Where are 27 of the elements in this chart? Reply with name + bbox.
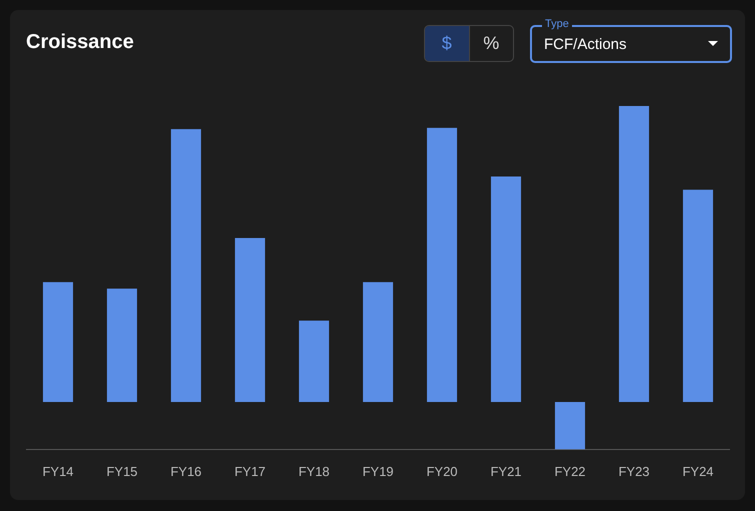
text: Type <box>542 18 572 30</box>
text: % <box>468 26 513 61</box>
x-tick-label: FY16 <box>170 464 202 479</box>
x-tick-label: FY23 <box>618 464 650 479</box>
chart-title: Croissance <box>26 31 134 54</box>
x-tick-label: FY22 <box>554 464 586 479</box>
bar <box>490 176 522 402</box>
x-tick-label: FY18 <box>298 464 330 479</box>
bar <box>234 238 266 402</box>
bar <box>426 128 458 402</box>
bar <box>362 282 394 402</box>
bar <box>554 402 586 450</box>
x-tick-label: FY15 <box>106 464 138 479</box>
bar <box>618 106 650 402</box>
x-tick-label: FY17 <box>234 464 266 479</box>
bar <box>682 190 714 402</box>
text: $ <box>425 26 468 61</box>
x-tick-label: FY20 <box>426 464 458 479</box>
bar <box>298 320 330 402</box>
bar <box>106 288 138 402</box>
text: FCF/Actions <box>544 36 627 53</box>
x-tick-label: FY19 <box>362 464 394 479</box>
x-tick-label: FY24 <box>682 464 714 479</box>
x-tick-label: FY14 <box>42 464 74 479</box>
bar <box>42 282 74 402</box>
bar <box>170 129 202 402</box>
x-tick-label: FY21 <box>490 464 522 479</box>
